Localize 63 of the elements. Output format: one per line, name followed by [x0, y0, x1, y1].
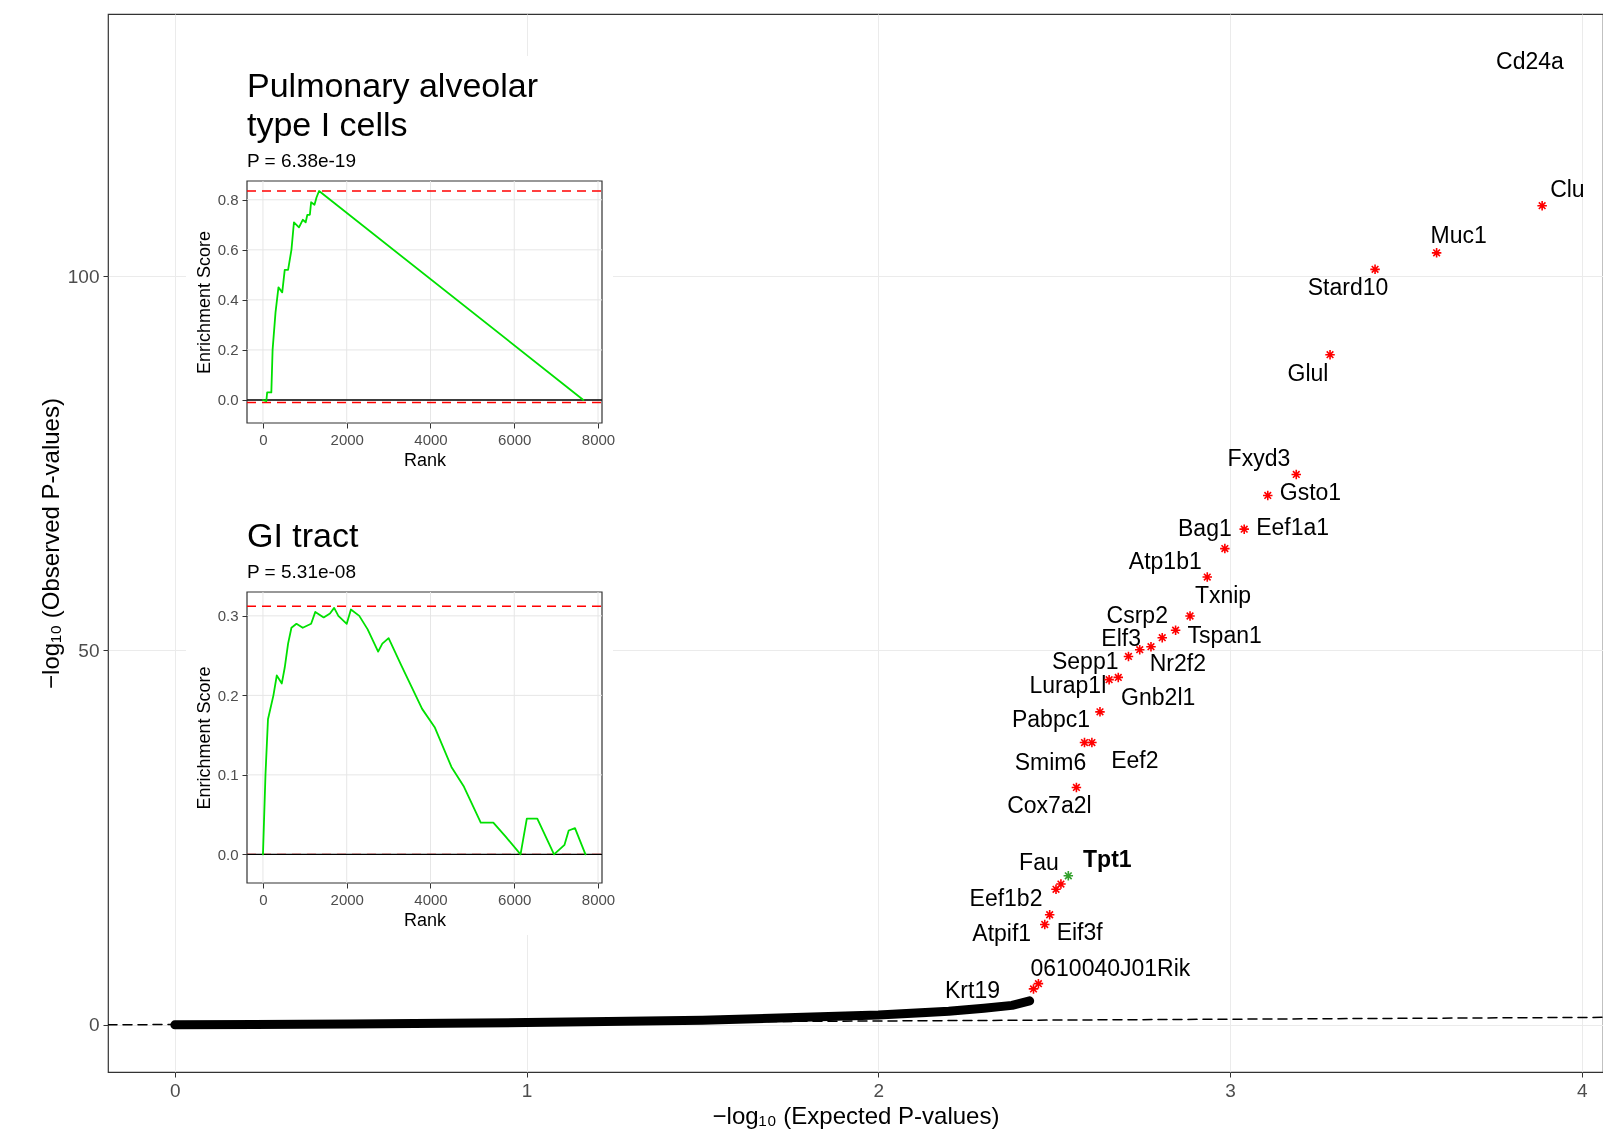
x-tick-label: 6000: [498, 890, 532, 908]
series-label: Atp1b1: [1128, 548, 1202, 575]
series-label: Txnip: [1194, 582, 1252, 608]
series-label: Pabpc1: [1011, 705, 1090, 732]
series-label: Muc1: [1430, 221, 1487, 248]
x-tick-label: 4: [1577, 1079, 1589, 1101]
series-label: Nr2f2: [1149, 649, 1206, 676]
y-axis-title: Enrichment Score: [193, 230, 214, 375]
series-label: Eef1a1: [1256, 514, 1330, 541]
y-tick-label: 0.2: [217, 341, 239, 359]
chart-subtitle: P = 5.31e-08: [247, 561, 356, 582]
x-tick-label: 6000: [498, 430, 532, 448]
x-axis-title: Rank: [403, 449, 447, 470]
series-label: Krt19: [945, 976, 1000, 1003]
y-axis-title: Enrichment Score: [193, 666, 214, 810]
y-axis-title: −log₁₀ (Observed P-values): [36, 398, 64, 689]
chart-subtitle: P = 6.38e-19: [247, 150, 356, 171]
x-axis-title: Rank: [403, 909, 447, 930]
series-label: Clu: [1550, 175, 1585, 202]
series-label: 0610040J01Rik: [1030, 954, 1191, 981]
series-label: Glul: [1287, 359, 1329, 386]
x-tick-label: 1: [521, 1079, 533, 1101]
series-label: Cox7a2l: [1007, 792, 1092, 819]
series-label: Atpif1: [972, 920, 1032, 947]
y-tick-label: 0.0: [217, 845, 239, 863]
x-tick-label: 4000: [414, 430, 448, 448]
series-label: Sepp1: [1051, 648, 1119, 675]
x-tick-label: 2: [873, 1079, 885, 1101]
y-tick-label: 0.6: [217, 241, 239, 259]
series-label: Gnb2l1: [1121, 683, 1196, 710]
x-tick-label: 0: [259, 890, 268, 908]
x-tick-label: 4000: [414, 890, 448, 908]
series-label: Smim6: [1014, 748, 1087, 775]
y-tick-label: 0.3: [217, 607, 239, 625]
x-tick-label: 8000: [581, 430, 616, 448]
y-tick-label: 0.8: [217, 191, 239, 209]
y-tick-label: 50: [78, 639, 100, 661]
chart-title: Pulmonary alveolar type I cells: [247, 66, 539, 143]
series-label: Stard10: [1307, 274, 1389, 301]
series-label: Tspan1: [1187, 622, 1262, 649]
x-axis-title: −log₁₀ (Expected P-values): [712, 1101, 1000, 1129]
series-label: Eef2: [1111, 746, 1159, 773]
annotation: Cd24a: [1496, 48, 1565, 74]
x-tick-label: 2000: [330, 890, 364, 908]
series-label: Eif3f: [1056, 918, 1104, 945]
x-tick-label: 2000: [330, 430, 364, 448]
series-label: Fxyd3: [1227, 445, 1291, 472]
y-tick-label: 0.4: [217, 291, 239, 309]
y-tick-label: 0.1: [217, 766, 239, 784]
x-tick-label: 0: [259, 430, 268, 448]
series-label: Bag1: [1177, 514, 1232, 541]
x-tick-label: 3: [1225, 1079, 1236, 1101]
y-tick-label: 0.0: [217, 391, 239, 409]
series-label: Eef1b2: [969, 885, 1043, 912]
series-label: Tpt1: [1083, 845, 1132, 872]
series-label: Gsto1: [1279, 479, 1342, 506]
y-tick-label: 0: [88, 1014, 100, 1036]
y-tick-label: 100: [67, 265, 100, 287]
series-label: Fau: [1019, 849, 1059, 876]
chart-title: GI tract: [247, 516, 360, 554]
y-tick-label: 0.2: [217, 686, 239, 704]
x-tick-label: 8000: [581, 890, 616, 908]
x-tick-label: 0: [170, 1079, 181, 1101]
